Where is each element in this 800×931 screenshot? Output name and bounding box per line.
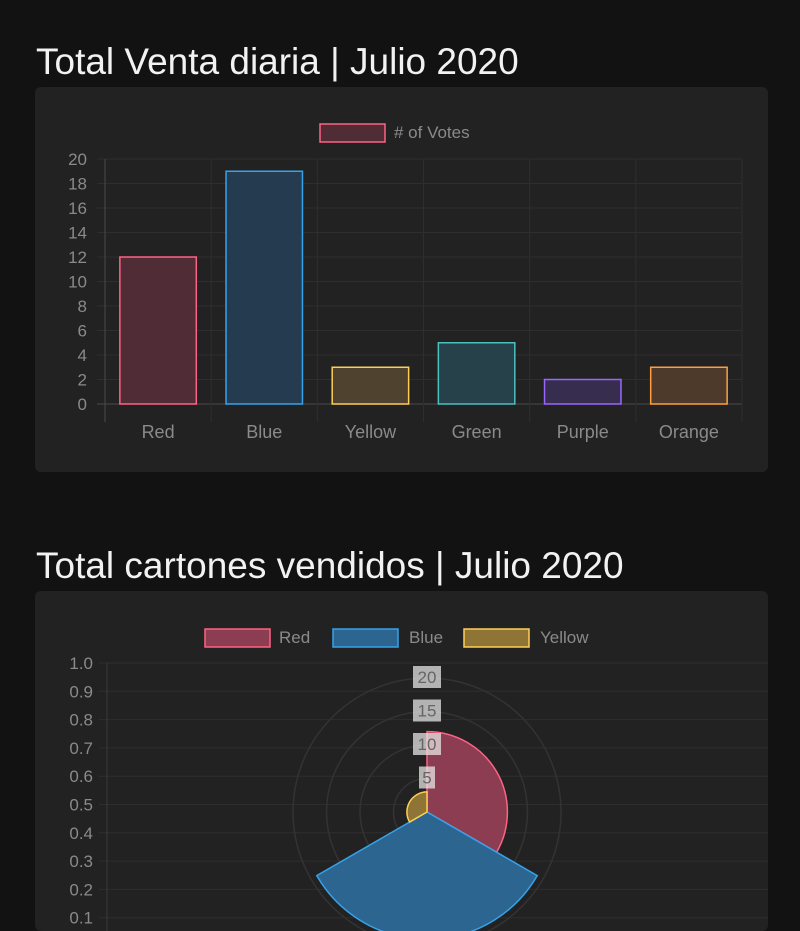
bar-purple xyxy=(543,378,622,405)
x-tick-label: Green xyxy=(452,422,502,442)
radial-tick-backdrop xyxy=(413,666,441,688)
y-tick-label: 14 xyxy=(68,224,87,243)
legend-swatch-yellow xyxy=(463,628,530,648)
bar-red xyxy=(119,256,198,405)
legend-swatch-blue xyxy=(332,628,399,648)
polar-segment-red xyxy=(426,730,509,854)
y-tick-label: 0.4 xyxy=(69,824,93,843)
x-tick-label: Red xyxy=(142,422,175,442)
polar-chart-card: Red Blue Yellow 1.0 0.9 0.8 0.7 0.6 0.5 0.4 0.3 0.2… xyxy=(35,591,768,931)
y-tick-label: 8 xyxy=(78,297,87,316)
y-tick-label: 0.2 xyxy=(69,880,93,899)
y-tick-label: 16 xyxy=(68,199,87,218)
y-tick-label: 0.6 xyxy=(69,767,93,786)
y-tick-label: 1.0 xyxy=(69,654,93,673)
y-tick-label: 10 xyxy=(68,273,87,292)
legend-label-yellow: Yellow xyxy=(540,628,589,647)
legend-label-red: Red xyxy=(279,628,310,647)
bar-chart: # of Votes 0 2 4 6 8 10 12 14 16 18 20 Red Blue Yellow… xyxy=(68,123,743,442)
radial-tick-backdrop xyxy=(413,699,441,722)
bar-green xyxy=(437,342,516,405)
radial-tick-backdrop xyxy=(419,766,435,789)
x-tick-label: Yellow xyxy=(345,422,397,442)
y-tick-label: 0.7 xyxy=(69,739,93,758)
polar-segment-blue xyxy=(315,811,539,931)
bar-chart-card: # of Votes 0 2 4 6 8 10 12 14 16 18 20 Red Blue Yellow… xyxy=(35,87,768,472)
radial-tick-label: 5 xyxy=(422,769,431,788)
bar-blue xyxy=(225,170,304,405)
x-tick-label: Purple xyxy=(557,422,609,442)
grid xyxy=(97,158,743,422)
bar-chart-title: Total Venta diaria | Julio 2020 xyxy=(36,41,519,82)
legend-label-blue: Blue xyxy=(409,628,443,647)
legend-swatch xyxy=(319,123,386,143)
polar-segment-yellow xyxy=(406,791,428,824)
y-tick-label: 0 xyxy=(78,395,87,414)
radial-tick-label: 15 xyxy=(418,702,437,721)
y-tick-label: 12 xyxy=(68,248,87,267)
y-tick-label: 0.5 xyxy=(69,796,93,815)
y-tick-label: 4 xyxy=(78,346,87,365)
y-tick-label: 6 xyxy=(78,322,87,341)
radial-tick-label: 10 xyxy=(418,735,437,754)
y-tick-label: 20 xyxy=(68,150,87,169)
legend-swatch-red xyxy=(204,628,271,648)
y-tick-label: 2 xyxy=(78,371,87,390)
x-tick-label: Orange xyxy=(659,422,719,442)
bar-orange xyxy=(649,366,728,405)
x-tick-label: Blue xyxy=(246,422,282,442)
legend-label: # of Votes xyxy=(394,123,470,142)
y-tick-label: 0.9 xyxy=(69,682,93,701)
y-tick-label: 0.1 xyxy=(69,909,93,928)
radial-tick-label: 20 xyxy=(418,668,437,687)
polar-chart-title: Total cartones vendidos | Julio 2020 xyxy=(36,545,624,586)
bar-yellow xyxy=(331,366,410,405)
y-tick-label: 0.3 xyxy=(69,852,93,871)
radial-tick-backdrop xyxy=(413,733,441,755)
polar-area-chart: Red Blue Yellow 1.0 0.9 0.8 0.7 0.6 0.5 0.4 0.3 0.2… xyxy=(69,628,768,931)
y-tick-label: 0.8 xyxy=(69,711,93,730)
y-tick-label: 18 xyxy=(68,175,87,194)
